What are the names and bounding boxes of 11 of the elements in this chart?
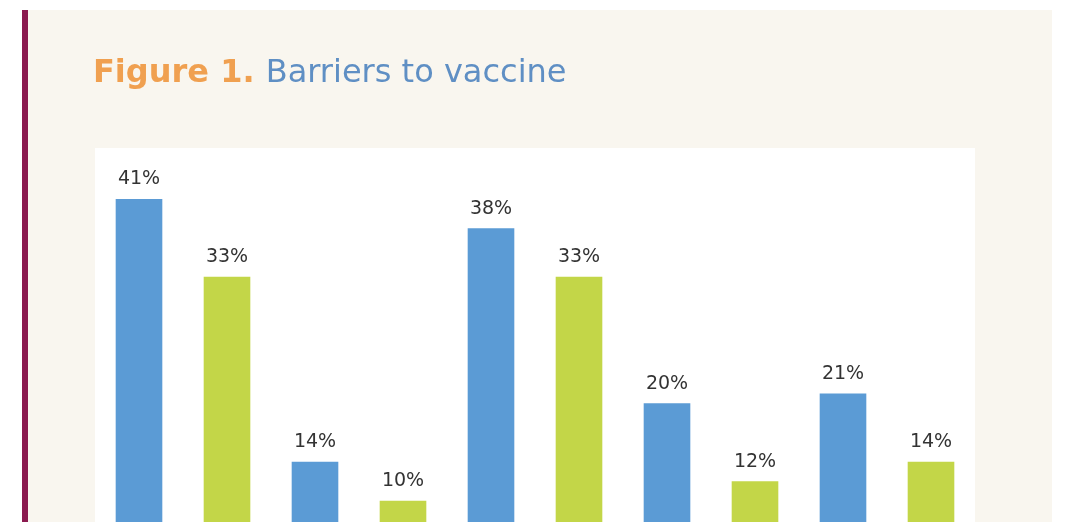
data-label: 14%: [293, 429, 337, 452]
data-label: 10%: [381, 468, 425, 491]
chart-title: Figure 1. Barriers to vaccine: [93, 52, 567, 90]
data-label: 38%: [469, 195, 513, 218]
data-label: 14%: [909, 429, 953, 452]
data-label: 33%: [205, 244, 249, 267]
data-label: 41%: [117, 166, 161, 189]
data-label: 12%: [733, 448, 777, 471]
data-label: 20%: [645, 370, 689, 393]
data-label: 33%: [557, 244, 601, 267]
data-label: 21%: [821, 361, 865, 384]
